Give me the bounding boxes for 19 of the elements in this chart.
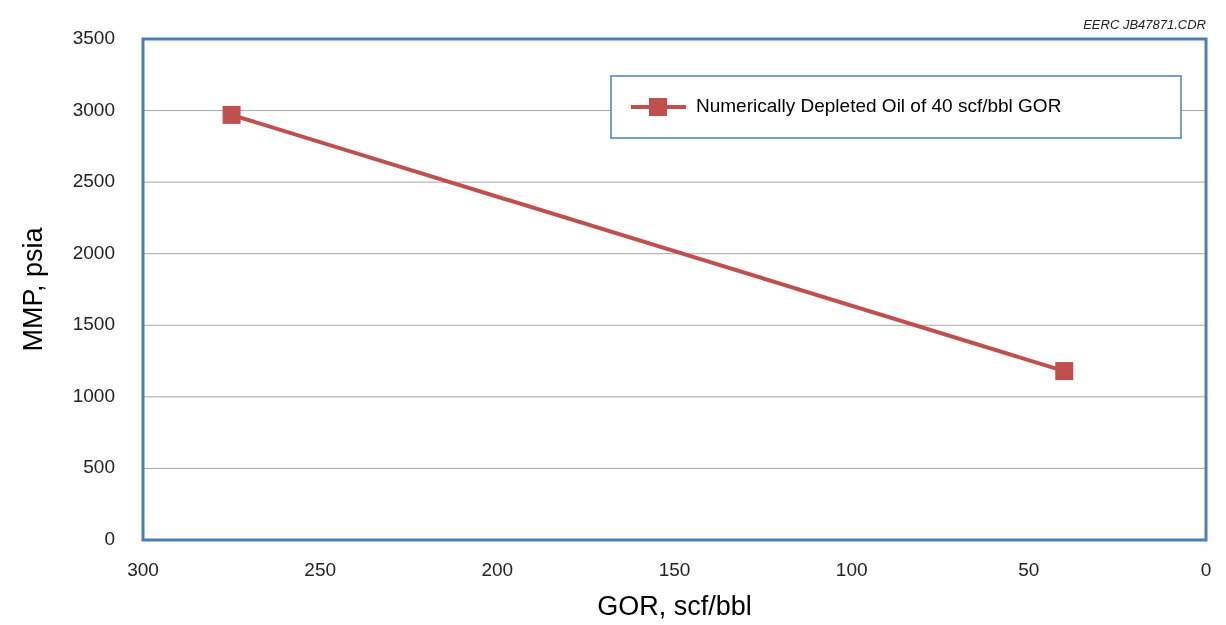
y-tick-label: 2500 [72,170,115,192]
y-tick-label: 3500 [72,27,115,49]
x-axis-title: GOR, scf/bbl [597,591,752,621]
x-tick-label: 150 [658,559,691,580]
y-tick-label: 3000 [72,98,115,120]
y-tick-label: 2000 [72,241,115,263]
x-tick-label: 50 [1018,559,1040,580]
y-tick-label: 0 [104,528,115,550]
legend-label: Numerically Depleted Oil of 40 scf/bbl GOR [696,95,1062,117]
x-tick-label: 300 [127,559,159,580]
x-tick-label: 100 [835,559,868,580]
text: EERC JB47871.CDR [1083,17,1206,32]
x-tick-label: 200 [481,559,514,580]
x-tick-label: 0 [1200,559,1212,580]
y-axis-title: MMP, psia [18,226,48,352]
x-tick-label: 250 [304,559,337,580]
y-tick-label: 1500 [72,313,115,335]
y-tick-label: 1000 [72,384,115,406]
y-tick-label: 500 [83,456,115,478]
